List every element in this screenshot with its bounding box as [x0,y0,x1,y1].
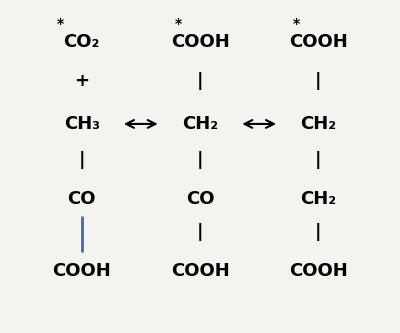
Text: CH₃: CH₃ [64,115,100,133]
Text: |: | [315,72,322,90]
Text: CO: CO [186,190,214,208]
Text: *: * [293,17,300,31]
Text: COOH: COOH [289,262,348,280]
Text: +: + [74,72,89,90]
Text: CH₂: CH₂ [182,115,218,133]
Text: |: | [315,151,322,169]
Text: |: | [197,72,203,90]
Text: *: * [56,17,64,31]
Text: CO: CO [68,190,96,208]
Text: COOH: COOH [52,262,111,280]
Text: COOH: COOH [171,33,229,51]
Text: CH₂: CH₂ [300,190,336,208]
Text: |: | [78,151,85,169]
Text: COOH: COOH [289,33,348,51]
Text: |: | [197,151,203,169]
Text: |: | [197,223,203,241]
Text: CO₂: CO₂ [64,33,100,51]
Text: COOH: COOH [171,262,229,280]
Text: *: * [175,17,182,31]
Text: CH₂: CH₂ [300,115,336,133]
Text: |: | [315,223,322,241]
